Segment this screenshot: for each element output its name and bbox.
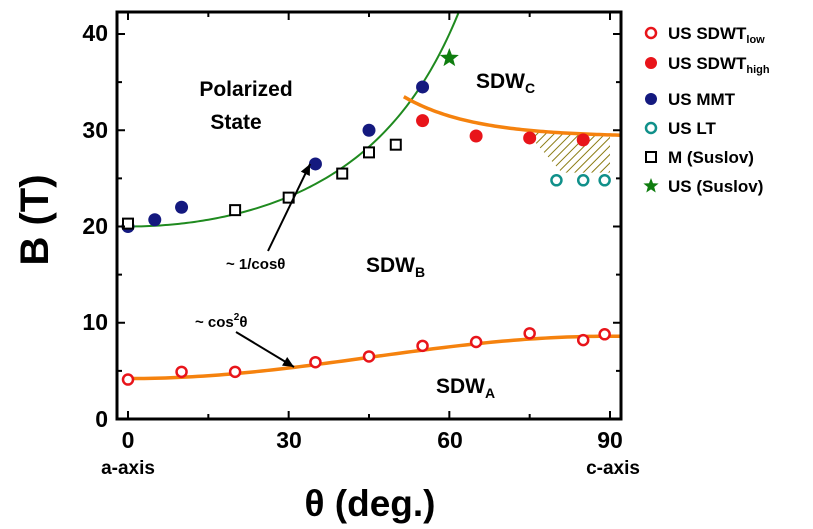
legend-label-sub: high	[746, 64, 769, 76]
data-point-series-4	[122, 217, 134, 230]
legend-item-us-lt: US LT	[644, 119, 716, 138]
legend-label: US (Suslov)	[668, 177, 763, 196]
legend-label-base: US SDWT	[668, 24, 747, 43]
data-point-series-2	[148, 213, 162, 227]
region-sdwb-base: SDW	[366, 254, 415, 277]
y-tick-label: 10	[82, 309, 108, 335]
legend-item-us-suslov: US (Suslov)	[643, 177, 763, 196]
data-point-series-0	[598, 328, 611, 341]
legend-item-us-sdwt-high: US SDWThigh	[645, 54, 770, 76]
data-point-series-0	[175, 365, 188, 379]
region-polarized-line2: State	[210, 111, 261, 134]
legend-label: US SDWThigh	[668, 54, 770, 76]
a-axis-label: a-axis	[101, 458, 155, 479]
annotation-cos-sup: 2	[234, 312, 240, 323]
legend-label: US LT	[668, 119, 716, 138]
legend-marker-open-red-circle	[644, 26, 658, 40]
fit-curve-sdwc-boundary	[402, 95, 621, 137]
region-sdwc-sub: C	[525, 80, 535, 96]
legend-label-base: US SDWT	[668, 54, 747, 73]
data-point-series-0	[228, 365, 242, 379]
arrow-1-over-cos	[267, 163, 311, 252]
x-tick-label: 0	[122, 427, 135, 453]
region-sdwb-label: SDWB	[366, 254, 425, 280]
data-point-series-4	[363, 146, 375, 159]
region-sdwb-sub: B	[415, 264, 425, 280]
y-axis-title: B (T)	[13, 174, 57, 265]
data-point-series-4	[229, 204, 242, 217]
axis-ticks	[117, 12, 621, 420]
annotation-1-over-cos: ~ 1/cosθ	[226, 256, 285, 273]
y-tick-label: 0	[95, 406, 108, 432]
legend-label: M (Suslov)	[668, 148, 754, 167]
data-point-series-1	[469, 129, 483, 143]
y-tick-label: 40	[82, 20, 108, 46]
x-axis-title: θ (deg.)	[305, 483, 436, 524]
x-tick-label: 30	[276, 427, 302, 453]
region-sdwa-sub: A	[485, 385, 495, 401]
y-tick-labels: 0 10 20 30 40	[82, 20, 108, 432]
data-point-series-0	[576, 333, 590, 347]
arrow-1-over-cos-shaft	[267, 163, 311, 252]
data-point-series-0	[121, 373, 135, 386]
data-point-series-4	[336, 167, 349, 180]
x-tick-labels: 0 30 60 90	[122, 427, 623, 453]
legend-item-us-mmt: US MMT	[645, 90, 736, 109]
data-point-series-0	[309, 355, 322, 369]
legend-label-sub: low	[746, 34, 765, 46]
legend-marker-open-square	[645, 151, 657, 163]
annotation-cos-squared: ~ cos2θ	[195, 312, 247, 331]
data-point-series-2	[308, 157, 322, 171]
y-tick-label: 20	[82, 213, 108, 239]
data-point-series-4	[389, 138, 402, 151]
region-sdwa-base: SDW	[436, 375, 485, 398]
legend-label: US MMT	[668, 90, 736, 109]
data-point-series-1	[416, 114, 430, 128]
annotation-cos-base: ~ cos	[195, 314, 234, 331]
x-tick-label: 90	[597, 427, 623, 453]
arrow-cos-squared-head	[282, 357, 295, 368]
data-point-series-2	[416, 80, 430, 94]
hatched-region	[524, 129, 610, 173]
c-axis-label: c-axis	[586, 458, 640, 479]
arrow-cos-squared-shaft	[235, 331, 295, 368]
data-point-series-0	[362, 350, 376, 363]
legend-marker-filled-red-circle	[645, 57, 657, 69]
legend-marker-filled-navy-circle	[645, 93, 657, 105]
data-point-series-0	[416, 339, 429, 353]
data-point-series-3	[576, 174, 590, 187]
region-polarized-line1: Polarized	[199, 78, 292, 101]
arrow-cos-squared	[235, 331, 295, 368]
data-point-series-2	[362, 123, 376, 137]
data-point-series-0	[523, 327, 536, 340]
region-sdwa-label: SDWA	[436, 375, 495, 401]
data-point-series-1	[523, 131, 537, 145]
data-point-series-3	[550, 174, 563, 187]
legend-marker-green-star	[643, 178, 659, 193]
data-point-series-1	[576, 133, 590, 147]
x-tick-label: 60	[437, 427, 463, 453]
data-markers	[121, 48, 611, 386]
region-sdwc-base: SDW	[476, 70, 525, 93]
legend-item-us-sdwt-low: US SDWTlow	[644, 24, 765, 46]
data-point-series-3	[598, 174, 611, 187]
data-point-series-2	[175, 200, 189, 214]
data-point-series-5	[439, 48, 459, 67]
annotation-cos-tail: θ	[239, 314, 247, 331]
y-tick-label: 30	[82, 117, 108, 143]
legend-item-m-suslov: M (Suslov)	[645, 148, 754, 167]
data-point-series-0	[469, 335, 483, 349]
region-sdwc-label: SDWC	[476, 70, 535, 96]
arrow-1-over-cos-head	[300, 163, 311, 177]
legend-label: US SDWTlow	[668, 24, 765, 46]
annotation-arrows	[235, 163, 311, 368]
legend-marker-open-teal-circle	[644, 121, 658, 135]
legend: US SDWTlow US SDWThigh US MMT US LT M (S…	[643, 24, 770, 196]
